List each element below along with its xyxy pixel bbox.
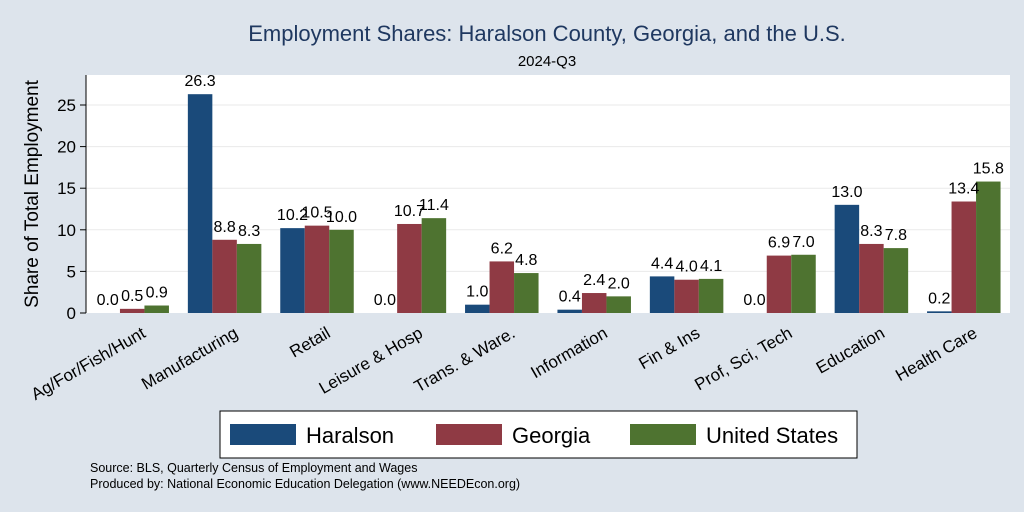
data-label-united-states-leisure-hosp: 11.4: [419, 197, 449, 214]
data-label-haralson-education: 13.0: [831, 184, 862, 201]
y-tick-label: 5: [67, 262, 76, 281]
data-label-haralson-fin-ins: 4.4: [651, 255, 673, 272]
bar-haralson-retail: [280, 228, 305, 313]
data-label-haralson-retail: 10.2: [277, 207, 308, 224]
data-label-united-states-fin-ins: 4.1: [700, 258, 722, 275]
y-tick-label: 20: [57, 138, 76, 157]
bar-united-states-trans-ware: [514, 273, 539, 313]
x-tick-label-retail: Retail: [286, 323, 333, 361]
bar-georgia-trans-ware: [489, 261, 515, 313]
x-tick-label-information: Information: [528, 323, 611, 382]
legend-label-georgia: Georgia: [512, 423, 591, 448]
bar-united-states-fin-ins: [698, 278, 724, 313]
x-tick-label-health-care: Health Care: [892, 323, 980, 385]
data-label-georgia-trans-ware: 6.2: [491, 240, 513, 257]
data-label-haralson-health-care: 0.2: [928, 290, 950, 307]
data-label-haralson-prof-sci-tech: 0.0: [743, 292, 765, 309]
x-tick-label-prof-sci-tech: Prof, Sci, Tech: [691, 323, 795, 394]
bar-haralson-information: [557, 309, 582, 313]
bar-united-states-health-care: [976, 181, 1001, 313]
bar-georgia-manufacturing: [212, 239, 237, 313]
data-label-united-states-ag-for-fish-hunt: 0.9: [146, 285, 168, 302]
data-labels: 0.0 0.5 0.926.38.8 8.310.210.510.00.010.711…: [97, 73, 1004, 309]
bar-united-states-prof-sci-tech: [791, 254, 816, 313]
bar-georgia-fin-ins: [674, 279, 699, 313]
data-label-georgia-prof-sci-tech: 6.9: [768, 235, 790, 252]
x-tick-label-trans-ware: Trans. & Ware.: [411, 323, 518, 396]
legend-swatch-united-states: [630, 424, 696, 445]
bar-haralson-education: [834, 204, 860, 313]
data-label-haralson-ag-for-fish-hunt: 0.0: [97, 292, 119, 309]
bar-united-states-manufacturing: [236, 243, 262, 313]
data-label-haralson-manufacturing: 26.3: [185, 73, 216, 90]
bar-united-states-education: [883, 248, 909, 313]
data-label-united-states-education: 7.8: [885, 227, 907, 244]
bar-haralson-fin-ins: [649, 276, 675, 313]
data-label-united-states-trans-ware: 4.8: [515, 252, 537, 269]
x-tick-label-leisure-hosp: Leisure & Hosp: [316, 323, 426, 398]
x-tick-label-ag-for-fish-hunt: Ag/For/Fish/Hunt: [28, 323, 149, 404]
y-tick-label: 10: [57, 221, 76, 240]
source-note: Source: BLS, Quarterly Census of Employm…: [90, 461, 417, 475]
bar-georgia-health-care: [951, 201, 977, 313]
data-label-united-states-information: 2.0: [608, 275, 630, 292]
bar-haralson-trans-ware: [465, 304, 490, 313]
bar-georgia-prof-sci-tech: [766, 255, 792, 313]
y-axis-title: Share of Total Employment: [22, 79, 43, 307]
data-label-haralson-leisure-hosp: 0.0: [374, 292, 396, 309]
chart-title: Employment Shares: Haralson County, Geor…: [248, 21, 846, 46]
legend-swatch-georgia: [436, 424, 502, 445]
bar-haralson-manufacturing: [187, 94, 213, 314]
legend-swatch-haralson: [230, 424, 296, 445]
bar-united-states-ag-for-fish-hunt: [144, 305, 169, 313]
y-tick-label: 25: [57, 96, 76, 115]
bar-haralson-health-care: [927, 311, 952, 313]
bar-united-states-information: [606, 296, 631, 313]
data-label-united-states-health-care: 15.8: [973, 161, 1004, 178]
data-label-georgia-retail: 10.5: [301, 205, 332, 222]
x-tick-label-education: Education: [813, 323, 888, 377]
data-label-georgia-information: 2.4: [583, 272, 605, 289]
y-axis-ticks: 0 5 10 15 20 25: [57, 96, 86, 323]
data-label-georgia-manufacturing: 8.8: [213, 219, 235, 236]
data-label-georgia-education: 8.3: [860, 223, 882, 240]
x-tick-label-manufacturing: Manufacturing: [138, 323, 241, 393]
bar-georgia-retail: [304, 225, 330, 313]
data-label-georgia-health-care: 13.4: [948, 181, 979, 198]
data-label-united-states-prof-sci-tech: 7.0: [792, 234, 814, 251]
data-label-georgia-ag-for-fish-hunt: 0.5: [121, 288, 143, 305]
data-label-haralson-information: 0.4: [559, 289, 581, 306]
data-label-haralson-trans-ware: 1.0: [466, 284, 488, 301]
y-tick-label: 15: [57, 179, 76, 198]
data-label-georgia-leisure-hosp: 10.7: [394, 203, 425, 220]
bar-georgia-leisure-hosp: [397, 223, 422, 313]
y-tick-label: 0: [67, 304, 76, 323]
data-label-georgia-fin-ins: 4.0: [675, 259, 697, 276]
bar-georgia-information: [581, 293, 607, 313]
legend: Haralson Georgia United States: [219, 410, 858, 459]
legend-label-haralson: Haralson: [306, 423, 394, 448]
chart-subtitle: 2024-Q3: [518, 53, 576, 70]
legend-label-united-states: United States: [706, 423, 838, 448]
bars: [119, 94, 1001, 314]
data-label-united-states-manufacturing: 8.3: [238, 223, 260, 240]
legend-box: [219, 410, 858, 459]
bar-georgia-ag-for-fish-hunt: [119, 308, 145, 313]
x-tick-label-fin-ins: Fin & Ins: [635, 323, 703, 373]
bar-georgia-education: [859, 243, 884, 313]
data-label-united-states-retail: 10.0: [326, 209, 357, 226]
bar-united-states-retail: [329, 229, 354, 313]
producer-note: Produced by: National Economic Education…: [90, 477, 520, 491]
bar-united-states-leisure-hosp: [421, 218, 447, 313]
